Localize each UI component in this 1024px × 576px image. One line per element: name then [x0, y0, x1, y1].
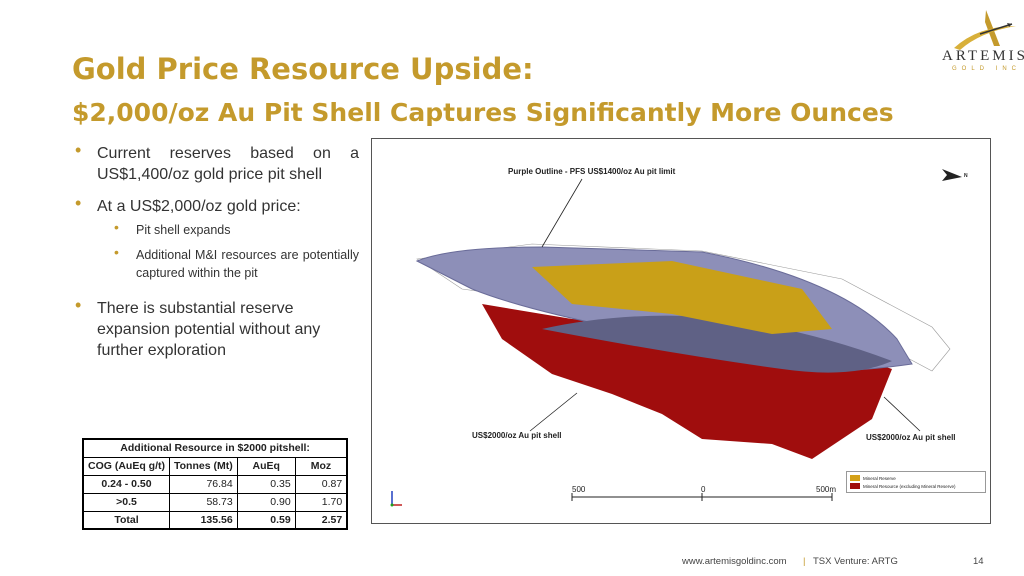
pit-shell-render — [390, 169, 962, 507]
page-subtitle: $2,000/oz Au Pit Shell Captures Signific… — [72, 98, 894, 127]
sub-bullet-icon: • — [114, 219, 119, 235]
label-pfs-pit-limit: Purple Outline - PFS US$1400/oz Au pit l… — [508, 167, 676, 176]
north-label: N — [964, 173, 968, 179]
cell: Total — [82, 510, 170, 530]
logo-sub: GOLD INC — [952, 66, 1022, 72]
sub-bullet-1: Pit shell expands — [136, 223, 231, 237]
logo-triangle-icon — [954, 10, 1016, 50]
cell: >0.5 — [82, 492, 170, 512]
legend-label: Mineral Resource (excluding Mineral Rese… — [863, 483, 956, 489]
scale-right: 500m — [816, 485, 837, 494]
cell: 0.24 - 0.50 — [82, 474, 170, 494]
label-pit-shell-right: US$2000/oz Au pit shell — [866, 433, 956, 442]
table-row: 0.24 - 0.50 76.84 0.35 0.87 — [82, 474, 348, 494]
bullet-icon: • — [75, 295, 82, 315]
cell: 76.84 — [169, 474, 238, 494]
legend-swatch — [850, 483, 860, 489]
bullet-3: There is substantial reserve expansion p… — [97, 300, 321, 359]
col-header: COG (AuEq g/t) — [82, 456, 170, 476]
table-row: >0.5 58.73 0.90 1.70 — [82, 492, 348, 512]
cell: 0.87 — [294, 474, 348, 494]
cell: 1.70 — [294, 492, 348, 512]
legend-swatch — [850, 475, 860, 481]
axes-icon — [390, 491, 402, 507]
north-arrow-icon — [942, 169, 962, 181]
sub-bullet-icon: • — [114, 244, 119, 260]
label-pit-shell-left: US$2000/oz Au pit shell — [472, 431, 562, 440]
scale-mid: 0 — [701, 485, 706, 494]
bullet-icon: • — [75, 140, 82, 160]
figure-legend: Mineral Reserve Mineral Resource (exclud… — [846, 471, 986, 493]
sub-bullet-2: Additional M&I resources are potentially… — [136, 248, 359, 280]
footer-website[interactable]: www.artemisgoldinc.com — [682, 556, 787, 567]
col-header: Moz — [294, 456, 348, 476]
footer-exchange: TSX Venture: ARTG — [813, 556, 898, 567]
footer-divider: | — [803, 556, 806, 567]
additional-resource-table: Additional Resource in $2000 pitshell: C… — [82, 438, 349, 530]
bullet-2: At a US$2,000/oz gold price: — [97, 198, 301, 215]
bullet-1: Current reserves based on a US$1,400/oz … — [97, 145, 359, 183]
page-title: Gold Price Resource Upside: — [72, 52, 534, 86]
cell: 58.73 — [169, 492, 238, 512]
mineral-reserve-area — [532, 261, 832, 334]
col-header: Tonnes (Mt) — [169, 456, 238, 476]
col-header: AuEq — [236, 456, 296, 476]
legend-label: Mineral Reserve — [863, 475, 896, 481]
cell: 0.59 — [236, 510, 296, 530]
cell: 2.57 — [294, 510, 348, 530]
table-title: Additional Resource in $2000 pitshell: — [82, 438, 348, 458]
scale-left: 500 — [572, 485, 586, 494]
table-row-total: Total 135.56 0.59 2.57 — [82, 510, 348, 530]
pit-shell-figure: Purple Outline - PFS US$1400/oz Au pit l… — [371, 138, 991, 524]
cell: 0.35 — [236, 474, 296, 494]
cell: 0.90 — [236, 492, 296, 512]
bullet-icon: • — [75, 193, 82, 213]
logo-name: ARTEMIS — [942, 48, 1024, 64]
cell: 135.56 — [169, 510, 238, 530]
page-number: 14 — [973, 556, 984, 567]
